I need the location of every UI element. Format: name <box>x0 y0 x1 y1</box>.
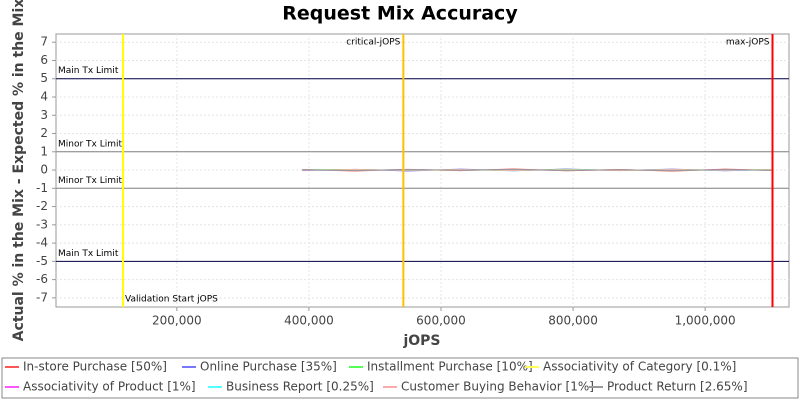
x-tick-label: 1,000,000 <box>675 314 736 328</box>
y-tick-label: 2 <box>40 126 48 140</box>
x-axis-title: jOPS <box>402 333 440 349</box>
y-tick-label: -1 <box>36 181 48 195</box>
x-tick-label: 600,000 <box>416 314 466 328</box>
threshold-label: Minor Tx Limit <box>58 176 123 186</box>
legend-label: Business Report [0.25%] <box>226 380 374 394</box>
y-tick-label: 6 <box>40 53 48 67</box>
y-tick-label: -4 <box>36 236 48 250</box>
y-tick-label: 0 <box>40 163 48 177</box>
marker-label: Validation Start jOPS <box>125 295 218 305</box>
legend <box>1 357 799 399</box>
threshold-label: Minor Tx Limit <box>58 139 123 149</box>
y-tick-label: 5 <box>40 71 48 85</box>
marker-label: critical-jOPS <box>346 38 400 48</box>
y-tick-label: 3 <box>40 108 48 122</box>
legend-label: Installment Purchase [10%] <box>367 360 533 374</box>
legend-label: Online Purchase [35%] <box>200 360 337 374</box>
legend-label: In-store Purchase [50%] <box>23 360 167 374</box>
x-tick-label: 800,000 <box>548 314 598 328</box>
y-tick-label: 1 <box>40 144 48 158</box>
series-line <box>302 168 772 172</box>
y-tick-label: 4 <box>40 90 48 104</box>
legend-label: Associativity of Category [0.1%] <box>543 360 736 374</box>
y-tick-label: -6 <box>36 272 48 286</box>
legend-label: Associativity of Product [1%] <box>23 380 196 394</box>
threshold-label: Main Tx Limit <box>58 66 119 76</box>
threshold-label: Main Tx Limit <box>58 249 119 259</box>
y-tick-label: -7 <box>36 290 48 304</box>
marker-label: max-jOPS <box>726 38 770 48</box>
x-tick-label: 200,000 <box>152 314 202 328</box>
y-tick-label: 7 <box>40 35 48 49</box>
y-tick-label: -3 <box>36 217 48 231</box>
y-axis-title: Actual % in the Mix - Expected % in the … <box>11 0 27 341</box>
y-tick-label: -2 <box>36 199 48 213</box>
x-tick-label: 400,000 <box>284 314 334 328</box>
y-tick-label: -5 <box>36 254 48 268</box>
legend-label: Product Return [2.65%] <box>607 380 748 394</box>
legend-label: Customer Buying Behavior [1%] <box>401 380 594 394</box>
chart-title: Request Mix Accuracy <box>282 3 518 25</box>
